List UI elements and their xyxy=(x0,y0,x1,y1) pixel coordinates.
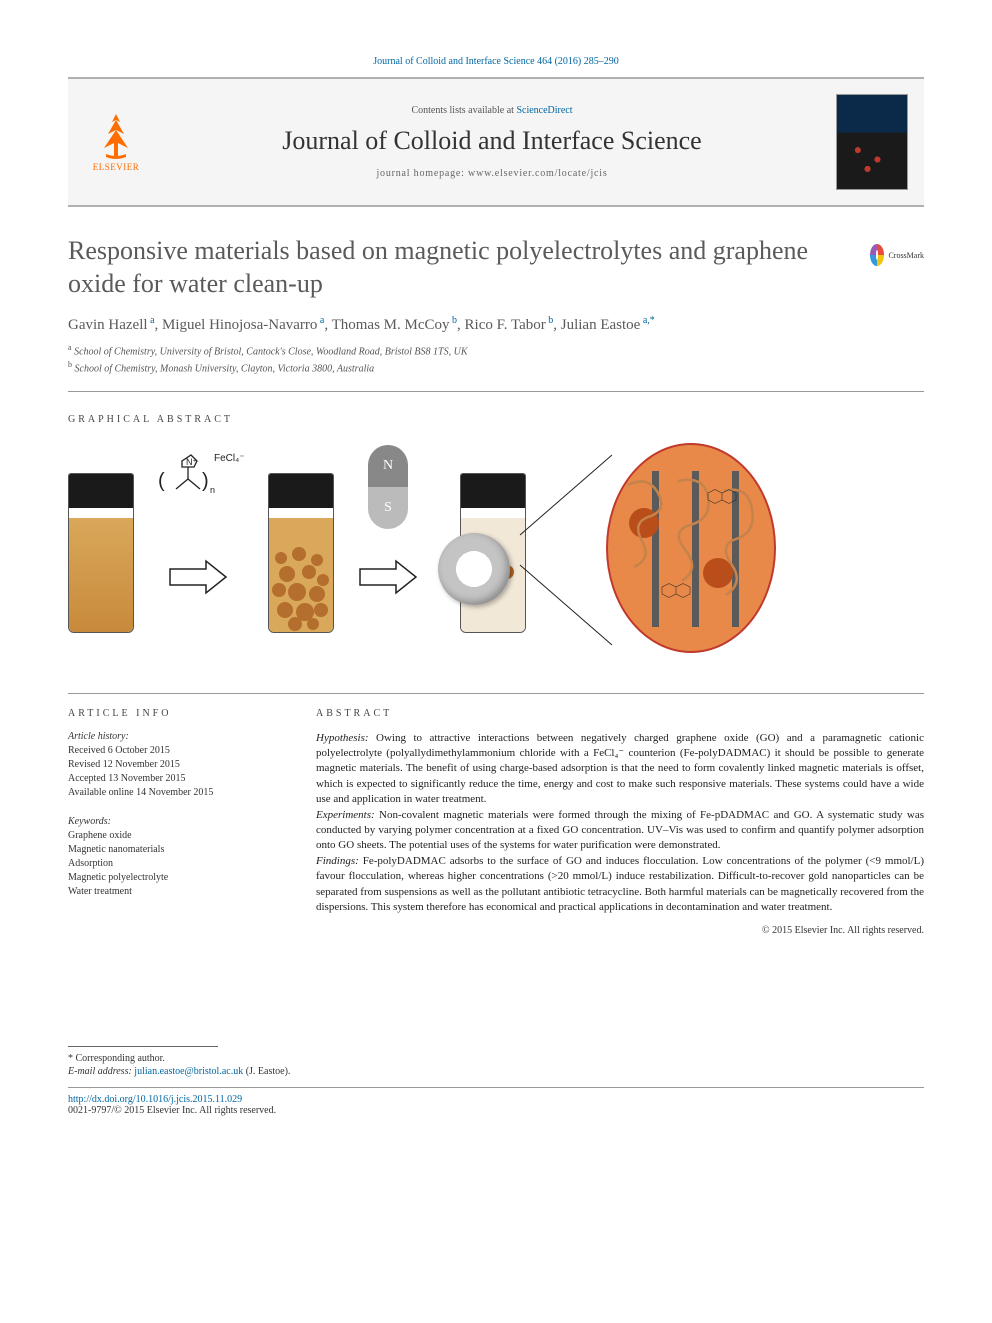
email-label: E-mail address: xyxy=(68,1066,132,1077)
sciencedirect-link[interactable]: ScienceDirect xyxy=(516,105,572,116)
history-entry: Received 6 October 2015 xyxy=(68,744,284,758)
author-affiliation-ref: b xyxy=(450,315,458,326)
svg-text:FeCl₄⁻: FeCl₄⁻ xyxy=(214,453,244,464)
history-entry: Revised 12 November 2015 xyxy=(68,758,284,772)
doi-block: http://dx.doi.org/10.1016/j.jcis.2015.11… xyxy=(68,1087,924,1116)
magnet-s-pole: S xyxy=(384,500,392,516)
vial-1 xyxy=(68,473,134,633)
vial-2 xyxy=(268,473,334,633)
affiliation: a School of Chemistry, University of Bri… xyxy=(68,342,924,359)
article-title: Responsive materials based on magnetic p… xyxy=(68,235,856,300)
findings-label: Findings: xyxy=(316,855,359,867)
flocculate xyxy=(269,544,334,632)
zoom-lines xyxy=(508,449,628,649)
elsevier-tree-icon xyxy=(96,112,136,162)
author-name: Miguel Hinojosa-Navarro xyxy=(162,317,317,333)
keyword: Water treatment xyxy=(68,885,284,899)
chemical-structure: ( N⁺ FeCl₄⁻ ) n xyxy=(158,449,268,512)
divider xyxy=(68,391,924,392)
magnet-n-pole: N xyxy=(383,458,393,474)
keyword: Graphene oxide xyxy=(68,829,284,843)
article-info-label: ARTICLE INFO xyxy=(68,708,284,719)
vial-cap xyxy=(68,473,134,508)
elsevier-logo: ELSEVIER xyxy=(84,103,148,181)
hypothesis-label: Hypothesis: xyxy=(316,732,369,744)
vial-1-liquid xyxy=(69,518,133,632)
doi-link[interactable]: http://dx.doi.org/10.1016/j.jcis.2015.11… xyxy=(68,1094,242,1105)
keyword: Adsorption xyxy=(68,857,284,871)
hypothesis-text: Owing to attractive interactions between… xyxy=(316,732,924,806)
crossmark-badge[interactable]: CrossMark xyxy=(870,241,924,269)
corresponding-author-note: * Corresponding author. xyxy=(68,1053,924,1064)
zoom-contents xyxy=(608,445,778,655)
keyword: Magnetic nanomaterials xyxy=(68,843,284,857)
author-affiliation-ref: b xyxy=(546,315,554,326)
zoom-oval xyxy=(606,443,776,653)
issn-line: 0021-9797/© 2015 Elsevier Inc. All right… xyxy=(68,1105,276,1116)
email-line: E-mail address: julian.eastoe@bristol.ac… xyxy=(68,1066,924,1077)
author-list: Gavin Hazell a, Miguel Hinojosa-Navarro … xyxy=(68,314,924,336)
journal-homepage: journal homepage: www.elsevier.com/locat… xyxy=(148,168,836,179)
findings-text: Fe-polyDADMAC adsorbs to the surface of … xyxy=(316,855,924,913)
journal-name: Journal of Colloid and Interface Science xyxy=(148,126,836,156)
arrow-2 xyxy=(358,559,418,595)
experiments-label: Experiments: xyxy=(316,809,375,821)
arrow-1 xyxy=(168,559,228,595)
journal-header: ELSEVIER Contents lists available at Sci… xyxy=(68,77,924,207)
ring-magnet xyxy=(438,533,510,605)
abstract-copyright: © 2015 Elsevier Inc. All rights reserved… xyxy=(316,925,924,936)
author-name: Julian Eastoe xyxy=(561,317,641,333)
corresponding-marker: * xyxy=(650,315,655,326)
experiments-text: Non-covalent magnetic materials were for… xyxy=(316,809,924,852)
graphical-abstract-figure: ( N⁺ FeCl₄⁻ ) n xyxy=(68,439,924,669)
affiliation-list: a School of Chemistry, University of Bri… xyxy=(68,342,924,377)
author-name: Rico F. Tabor xyxy=(465,317,546,333)
svg-text:(: ( xyxy=(158,470,165,492)
affiliation: b School of Chemistry, Monash University… xyxy=(68,359,924,376)
keywords-head: Keywords: xyxy=(68,816,284,827)
vial-cap xyxy=(268,473,334,508)
abstract-body: Hypothesis: Owing to attractive interact… xyxy=(316,731,924,916)
svg-text:N⁺: N⁺ xyxy=(186,457,197,467)
graphical-abstract-label: GRAPHICAL ABSTRACT xyxy=(68,414,924,425)
abstract-label: ABSTRACT xyxy=(316,708,924,719)
keyword: Magnetic polyelectrolyte xyxy=(68,871,284,885)
svg-text:n: n xyxy=(210,485,215,495)
author-name: Gavin Hazell xyxy=(68,317,148,333)
author-name: Thomas M. McCoy xyxy=(332,317,450,333)
bar-magnet: N S xyxy=(368,445,408,529)
elsevier-name: ELSEVIER xyxy=(93,162,140,172)
history-entry: Available online 14 November 2015 xyxy=(68,786,284,800)
contents-prefix: Contents lists available at xyxy=(411,105,516,116)
svg-text:): ) xyxy=(202,470,209,492)
author-affiliation-ref: a xyxy=(317,315,324,326)
history-head: Article history: xyxy=(68,731,284,742)
crossmark-icon xyxy=(870,244,884,266)
history-entry: Accepted 13 November 2015 xyxy=(68,772,284,786)
journal-cover-thumbnail xyxy=(836,94,908,190)
author-affiliation-ref: a xyxy=(148,315,155,326)
contents-available-line: Contents lists available at ScienceDirec… xyxy=(148,105,836,116)
footnote-rule xyxy=(68,1046,218,1047)
corresponding-email-link[interactable]: julian.eastoe@bristol.ac.uk xyxy=(134,1066,243,1077)
crossmark-label: CrossMark xyxy=(888,251,924,260)
author-affiliation-ref: a, xyxy=(640,315,649,326)
email-name: (J. Eastoe). xyxy=(246,1066,291,1077)
divider xyxy=(68,693,924,694)
citation-line: Journal of Colloid and Interface Science… xyxy=(68,56,924,67)
